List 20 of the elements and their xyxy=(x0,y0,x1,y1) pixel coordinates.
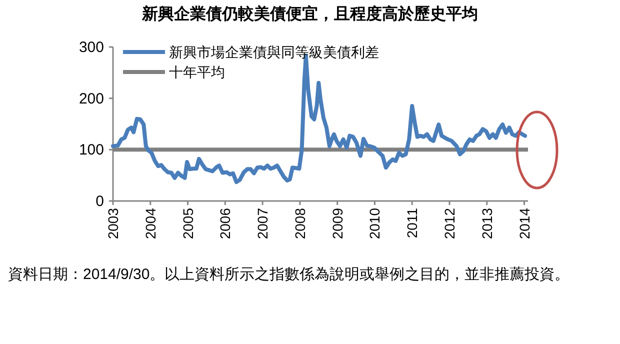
y-tick-label: 200 xyxy=(78,90,104,108)
x-tick-label: 2007 xyxy=(254,208,271,240)
x-tick-label: 2011 xyxy=(404,208,420,238)
x-tick-label: 2003 xyxy=(105,208,121,240)
x-tick-label: 2010 xyxy=(366,208,383,240)
x-tick-label: 2013 xyxy=(478,208,495,240)
x-tick-label: 2009 xyxy=(329,208,346,240)
x-tick-label: 2014 xyxy=(516,208,532,240)
y-tick-label: 0 xyxy=(96,193,104,210)
y-tick-label: 300 xyxy=(78,39,104,56)
x-tick-label: 2004 xyxy=(142,208,158,240)
x-tick-label: 2008 xyxy=(292,208,308,240)
y-tick-label: 100 xyxy=(78,142,104,159)
text: 資料日期：2014/9/30。以上資料所示之指數係為說明或舉例之目的，並非推薦投資。 xyxy=(8,265,571,285)
x-tick-label: 2012 xyxy=(441,208,458,240)
chart-title: 新興企業債仍較美債便宜，且程度高於歷史平均 xyxy=(140,4,479,25)
legend-label: 十年平均 xyxy=(169,64,225,80)
x-tick-label: 2005 xyxy=(180,208,196,240)
legend-label: 新興市場企業債與同等級美債利差 xyxy=(169,44,379,60)
x-tick-label: 2006 xyxy=(217,208,234,240)
